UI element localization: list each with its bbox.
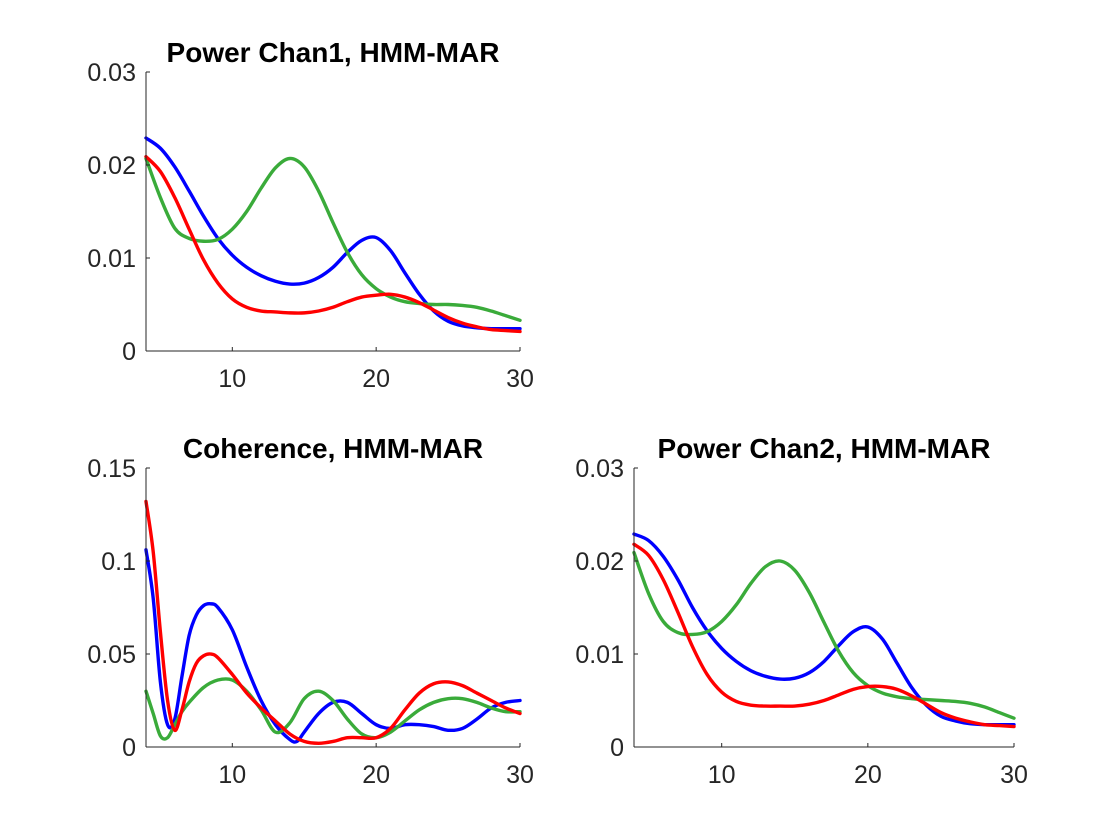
power-chan2-x-tick-label: 10 xyxy=(708,761,736,789)
power-chan1-panel: Power Chan1, HMM-MAR 0 0.01 0.02 0.03 10 20 30 xyxy=(87,37,534,393)
power-chan1-y-tick-label: 0.03 xyxy=(87,59,136,87)
power-chan2-y-tick-label: 0 xyxy=(610,734,624,762)
power-chan1-x-tick-label: 20 xyxy=(362,365,390,393)
power-chan2-y-tick-label: 0.03 xyxy=(575,455,624,483)
power-chan2-x-tick-label: 20 xyxy=(854,761,882,789)
power-chan2-y-tick-label: 0.02 xyxy=(575,548,624,576)
coherence-x-tick-label: 10 xyxy=(218,761,246,789)
power-chan1-x-tick-label: 30 xyxy=(506,365,534,393)
coherence-y-tick-label: 0.05 xyxy=(87,641,136,669)
power-chan1-series-line-3 xyxy=(144,154,522,334)
power-chan1-y-tick-label: 0 xyxy=(122,338,136,366)
power-chan2-series-line-3 xyxy=(632,542,1016,729)
power-chan2-y-tick-label: 0.01 xyxy=(575,641,624,669)
coherence-series-group xyxy=(144,499,522,745)
coherence-title: Coherence, HMM-MAR xyxy=(183,433,483,464)
power-chan1-x-tick-label: 10 xyxy=(218,365,246,393)
power-chan1-y-tick-label: 0.01 xyxy=(87,245,136,273)
coherence-series-line-3 xyxy=(144,499,522,745)
coherence-x-tick-label: 20 xyxy=(362,761,390,789)
power-chan2-x-tick-label: 30 xyxy=(1000,761,1028,789)
coherence-series-line-1 xyxy=(144,548,522,744)
coherence-y-tick-label: 0 xyxy=(122,734,136,762)
power-chan1-title: Power Chan1, HMM-MAR xyxy=(167,37,500,68)
coherence-y-tick-label: 0.15 xyxy=(87,455,136,483)
power-chan2-title: Power Chan2, HMM-MAR xyxy=(658,433,991,464)
power-chan1-y-tick-label: 0.02 xyxy=(87,152,136,180)
power-chan2-series-group xyxy=(632,532,1016,729)
power-chan2-series-line-1 xyxy=(632,532,1016,727)
coherence-x-tick-label: 30 xyxy=(506,761,534,789)
power-chan1-series-line-1 xyxy=(144,136,522,331)
power-chan1-series-group xyxy=(144,136,522,334)
power-chan2-panel: Power Chan2, HMM-MAR 0 0.01 0.02 0.03 10 20 30 xyxy=(575,433,1028,789)
coherence-y-tick-label: 0.1 xyxy=(101,548,136,576)
power-chan1-series-line-2 xyxy=(144,156,522,323)
power-chan2-series-line-2 xyxy=(632,550,1016,720)
coherence-panel: Coherence, HMM-MAR 0 0.05 0.1 0.15 10 20 30 xyxy=(87,433,534,789)
